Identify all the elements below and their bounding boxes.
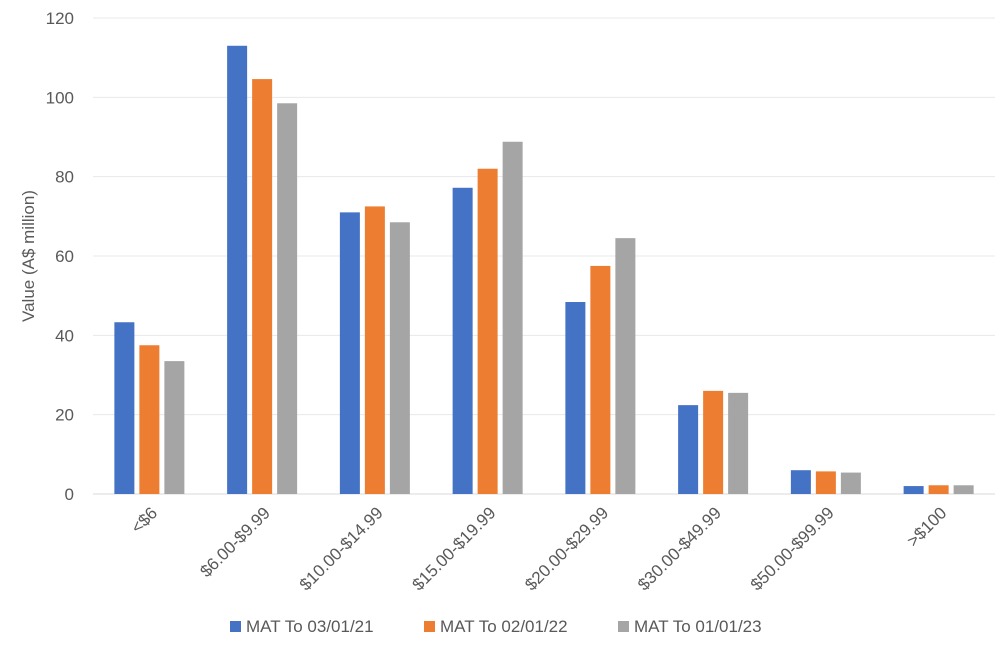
bar	[728, 392, 749, 494]
bar	[703, 390, 724, 494]
y-tick-label: 120	[46, 9, 74, 28]
bar	[389, 222, 410, 495]
bar	[790, 470, 811, 494]
bar	[502, 141, 523, 494]
x-axis: <$6 $6.00-$9.99 $10.00-$14.99 $15.00-$19.99…	[127, 503, 950, 594]
legend-item: MAT To 03/01/21	[230, 617, 374, 636]
bar	[277, 103, 298, 495]
y-tick-label: 0	[65, 485, 74, 504]
bar	[364, 206, 385, 494]
x-tick-label: $50.00-$99.99	[747, 503, 838, 594]
y-tick-label: 20	[55, 406, 74, 425]
bar	[139, 345, 160, 494]
bar	[565, 302, 586, 494]
bar	[114, 322, 135, 494]
bar	[840, 472, 861, 494]
y-axis: 0 20 40 60 80 100 120	[46, 9, 74, 504]
y-tick-label: 80	[55, 168, 74, 187]
x-tick-label: >$100	[903, 503, 950, 550]
bar	[590, 265, 611, 494]
legend-swatch	[230, 621, 241, 632]
legend-label: MAT To 02/01/22	[440, 617, 568, 636]
bar	[928, 485, 949, 494]
x-tick-label: $20.00-$29.99	[521, 503, 612, 594]
bar	[615, 238, 636, 494]
legend-swatch	[424, 621, 435, 632]
x-tick-label: <$6	[127, 503, 161, 537]
y-tick-label: 100	[46, 88, 74, 107]
y-axis-title: Value (A$ million)	[19, 190, 38, 322]
y-tick-label: 60	[55, 247, 74, 266]
x-tick-label: $30.00-$49.99	[634, 503, 725, 594]
legend-item: MAT To 02/01/22	[424, 617, 568, 636]
bar	[227, 45, 248, 495]
bar	[815, 471, 836, 494]
bar	[477, 168, 498, 494]
bar	[252, 79, 273, 494]
bars	[114, 45, 974, 495]
legend: MAT To 03/01/21 MAT To 02/01/22 MAT To 01/…	[230, 617, 762, 636]
x-tick-label: $10.00-$14.99	[296, 503, 387, 594]
y-tick-label: 40	[55, 326, 74, 345]
bar	[452, 187, 473, 495]
bar	[164, 361, 185, 494]
bar	[678, 405, 699, 494]
legend-swatch	[618, 621, 629, 632]
bar	[339, 212, 360, 494]
x-tick-label: $6.00-$9.99	[196, 503, 274, 581]
legend-label: MAT To 01/01/23	[634, 617, 762, 636]
bar	[953, 485, 974, 494]
x-tick-label: $15.00-$19.99	[408, 503, 499, 594]
bar	[903, 486, 924, 494]
legend-item: MAT To 01/01/23	[618, 617, 762, 636]
legend-label: MAT To 03/01/21	[246, 617, 374, 636]
